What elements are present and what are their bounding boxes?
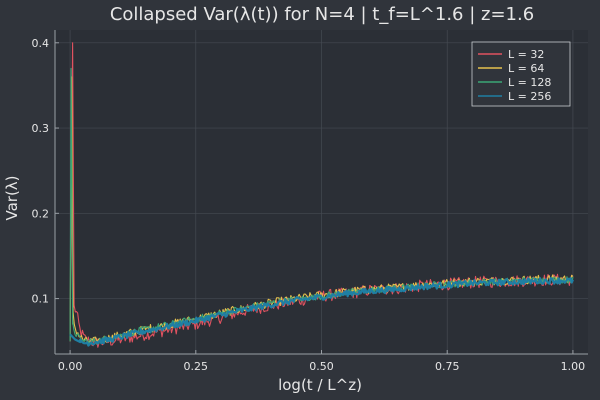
x-tick-label: 1.00 [561, 360, 586, 373]
axes [54, 30, 588, 355]
y-tick-label: 0.4 [32, 37, 50, 50]
y-tick-label: 0.1 [32, 293, 50, 306]
chart-title: Collapsed Var(λ(t)) for N=4 | t_f=L^1.6 … [110, 4, 534, 25]
tick-labels: 0.00 0.25 0.50 0.75 1.00 0.1 0.2 0.3 0.4 [32, 37, 586, 373]
y-tick-label: 0.3 [32, 122, 50, 135]
legend-entry: L = 256 [508, 90, 551, 103]
series-line-4 [69, 277, 574, 347]
x-tick-label: 0.00 [58, 360, 83, 373]
y-tick-label: 0.2 [32, 207, 50, 220]
legend-entry: L = 128 [508, 76, 551, 89]
y-axis-label: Var(λ) [3, 175, 21, 220]
x-axis-label: log(t / L^z) [278, 376, 362, 394]
series-layer [69, 42, 574, 348]
x-tick-label: 0.50 [309, 360, 334, 373]
x-tick-label: 0.25 [184, 360, 209, 373]
x-tick-label: 0.75 [435, 360, 460, 373]
legend-entry: L = 32 [508, 48, 544, 61]
legend-entry: L = 64 [508, 62, 544, 75]
